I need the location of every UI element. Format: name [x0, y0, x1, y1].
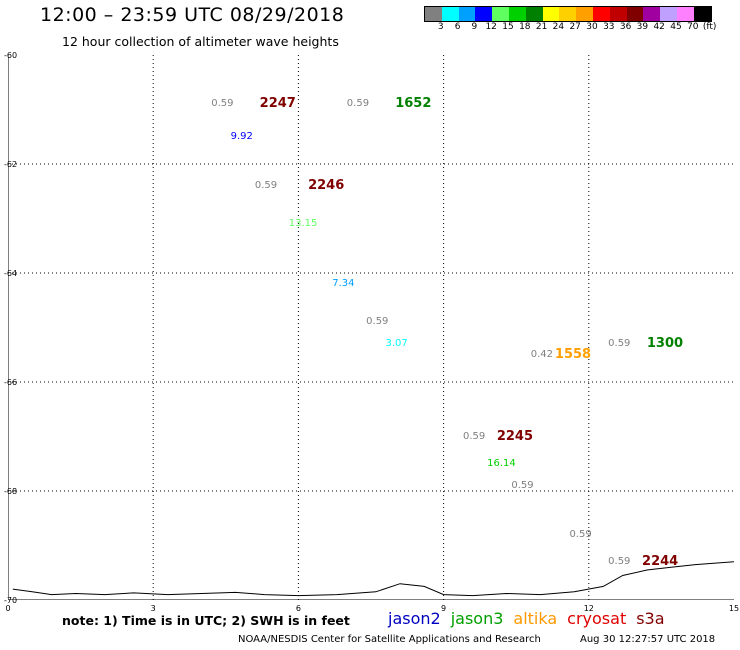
satellite-legend-item: jason2 — [388, 609, 441, 628]
wave-height-value: 7.34 — [332, 277, 355, 289]
pass-time-label: 2244 — [642, 553, 679, 569]
color-scale-label: (ft) — [702, 22, 717, 32]
wave-height-value: 0.59 — [211, 98, 234, 110]
color-scale-label: 6 — [454, 22, 461, 32]
wave-height-value: 0.42 — [530, 348, 553, 360]
color-scale-label: 15 — [502, 22, 514, 32]
color-swatch — [441, 7, 459, 21]
wave-height-value: 0.59 — [366, 316, 389, 328]
color-swatch — [676, 7, 694, 21]
wave-height-value: 0.59 — [569, 528, 592, 540]
wave-height-value: 13.15 — [288, 217, 318, 229]
satellite-legend: jason2 jason3 altika cryosat s3a — [388, 609, 665, 628]
color-swatch — [475, 7, 493, 21]
color-swatch — [660, 7, 677, 21]
color-scale-label: 45 — [670, 22, 682, 32]
color-scale-label: 3 — [437, 22, 444, 32]
color-scale-label: 24 — [552, 22, 565, 32]
color-scale-label: 21 — [535, 22, 548, 32]
y-tick-label: -60 — [4, 51, 18, 60]
color-swatch — [609, 7, 627, 21]
color-swatch — [592, 7, 610, 21]
pass-time-label: 1652 — [395, 96, 432, 112]
pass-time-label: 2245 — [496, 428, 534, 444]
color-scale-label: 39 — [636, 22, 649, 32]
y-tick-label: -64 — [4, 269, 18, 278]
credit-line: NOAA/NESDIS Center for Satellite Applica… — [238, 634, 541, 645]
color-scale-label: 42 — [653, 22, 665, 32]
color-swatch — [693, 7, 711, 21]
color-scale-label: 70 — [687, 22, 699, 32]
color-swatch — [425, 7, 442, 21]
wave-height-value: 3.07 — [385, 337, 408, 349]
pass-time-label: 1300 — [646, 335, 684, 351]
color-scale-label: 36 — [619, 22, 632, 32]
x-tick-label: 6 — [295, 604, 301, 613]
satellite-legend-item: s3a — [636, 609, 665, 628]
wave-height-value: 0.59 — [511, 479, 534, 491]
x-tick-label: 0 — [5, 604, 11, 613]
x-tick-label: 3 — [150, 604, 156, 613]
x-tick-label: 15 — [728, 604, 740, 613]
color-scale-label: 18 — [519, 22, 531, 32]
color-swatch — [626, 7, 644, 21]
color-scale-label: 33 — [603, 22, 615, 32]
x-tick-label: 9 — [441, 604, 447, 613]
map-plot-area[interactable] — [8, 55, 734, 600]
wave-height-value: 0.59 — [608, 555, 631, 567]
color-swatch — [559, 7, 577, 21]
wave-height-value: 0.59 — [346, 98, 370, 110]
color-swatch — [643, 7, 661, 21]
color-swatch — [458, 7, 476, 21]
y-tick-label: -62 — [4, 160, 18, 169]
satellite-legend-item: jason3 — [450, 609, 504, 628]
color-swatch — [576, 7, 593, 21]
units-note: note: 1) Time is in UTC; 2) SWH is in fe… — [62, 613, 350, 628]
coastline — [12, 561, 734, 597]
y-tick-label: -66 — [4, 378, 18, 387]
wave-height-value: 0.59 — [608, 337, 631, 349]
color-swatch — [492, 7, 509, 21]
pass-time-label: 2246 — [308, 177, 345, 193]
map-grid-svg — [8, 55, 734, 600]
wave-height-value: 9.92 — [230, 130, 253, 142]
generation-timestamp: Aug 30 12:27:57 UTC 2018 — [580, 634, 716, 645]
x-tick-label: 12 — [583, 604, 594, 613]
color-scale-label: 30 — [586, 22, 598, 32]
color-scale-label: 12 — [485, 22, 497, 32]
wave-height-value: 16.14 — [487, 457, 516, 469]
color-scale-bar — [424, 6, 712, 22]
satellite-legend-item: cryosat — [567, 609, 627, 628]
map-subtitle: 12 hour collection of altimeter wave hei… — [62, 34, 339, 49]
color-swatch — [525, 7, 543, 21]
color-scale-label: 9 — [471, 22, 478, 32]
wave-height-value: 0.59 — [254, 179, 278, 191]
pass-time-label: 1558 — [554, 346, 592, 362]
wave-height-value: 0.59 — [462, 430, 486, 442]
color-scale-label: 27 — [569, 22, 581, 32]
y-tick-label: -70 — [4, 596, 18, 605]
color-swatch — [542, 7, 560, 21]
map-title: 12:00 – 23:59 UTC 08/29/2018 — [40, 4, 345, 26]
color-swatch — [508, 7, 526, 21]
pass-time-label: 2247 — [259, 96, 296, 112]
satellite-legend-item: altika — [513, 609, 558, 628]
y-tick-label: -68 — [4, 487, 18, 496]
